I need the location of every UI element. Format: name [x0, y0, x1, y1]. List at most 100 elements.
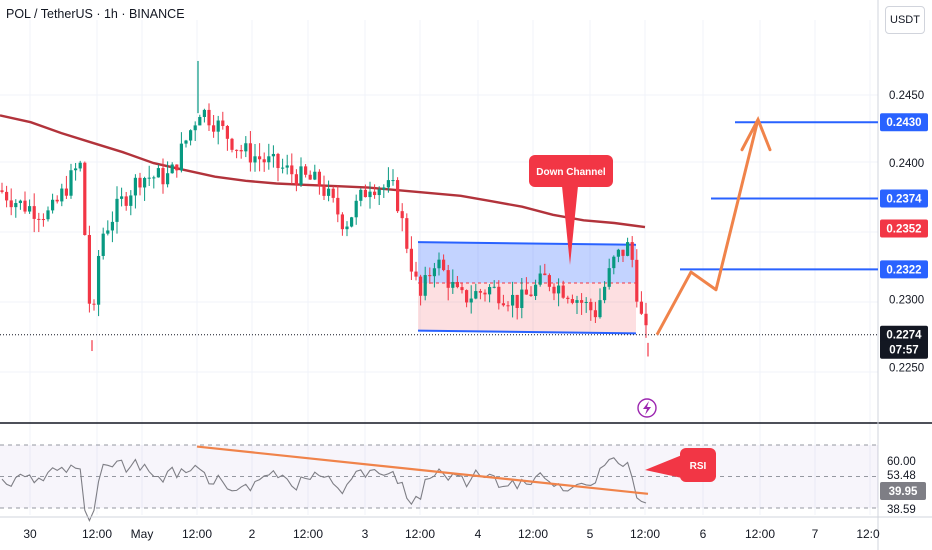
candle-body: [216, 120, 220, 132]
candle-body: [317, 171, 321, 186]
time-axis-label: 7: [812, 527, 819, 541]
projection-path: [655, 119, 760, 336]
candle-body: [64, 188, 68, 196]
time-axis[interactable]: 30 12:00 May 12:00 2 12:00 3 12:00 4 12:00 5 12:00 6…: [0, 516, 932, 541]
candle-body: [515, 294, 519, 308]
candle-body: [138, 177, 142, 188]
candle-body: [327, 188, 331, 196]
price-axis[interactable]: 0.2250 0.2300 0.2400 0.2450 0.2430 0.2374 0.23…: [880, 90, 928, 374]
candle-body: [437, 259, 441, 269]
price-tag-label: 0.2430: [886, 117, 921, 129]
candle-body: [483, 292, 487, 295]
rsi-value-tag: [880, 482, 926, 500]
lightning-icon: [637, 398, 657, 418]
time-axis-label: 12:00: [405, 527, 435, 541]
candle-body: [69, 170, 73, 196]
candle-body: [432, 268, 436, 277]
rsi-pane: RSI 60.00 53.48 39.95 38.59: [0, 444, 926, 522]
rsi-axis-label: 38.59: [887, 504, 916, 516]
price-tag: [880, 340, 928, 359]
candle-body: [267, 156, 271, 163]
price-tag-label: 0.2352: [886, 223, 921, 235]
candle-body: [32, 206, 36, 219]
projection-arrow: [637, 115, 772, 418]
time-axis-label: 3: [362, 527, 369, 541]
candle-body: [313, 171, 317, 180]
candle-body: [612, 256, 616, 269]
candle-body: [373, 191, 377, 196]
callout-box: [529, 155, 613, 187]
time-axis-label: 6: [700, 527, 707, 541]
price-tag: [880, 189, 928, 208]
candle-body: [529, 294, 533, 296]
candle-body: [635, 259, 639, 302]
candle-body: [598, 300, 602, 318]
time-axis-label: May: [131, 527, 154, 541]
candle-body: [225, 126, 229, 139]
candle-body: [212, 125, 216, 132]
candle-body: [520, 289, 524, 308]
candle-body: [322, 185, 326, 196]
moving-average-line: [0, 114, 646, 229]
candle-body: [488, 287, 492, 295]
price-tag-label: 0.2274: [886, 330, 922, 342]
candle-body: [639, 301, 643, 314]
candle-body: [396, 180, 400, 212]
symbol-title[interactable]: POL / TetherUS · 1h · BINANCE: [6, 7, 185, 21]
candle-body: [202, 109, 206, 117]
candle-body: [184, 140, 188, 144]
candle-body: [340, 214, 344, 230]
candle-body: [290, 165, 294, 175]
time-axis-label: 4: [475, 527, 482, 541]
callout-pointer: [562, 186, 578, 265]
candle-body: [189, 130, 193, 141]
time-axis-label: 12:00: [82, 527, 112, 541]
candle-body: [124, 196, 128, 206]
candle-body: [386, 180, 390, 188]
candle-body: [152, 177, 156, 179]
rsi-callout-pointer: [645, 455, 682, 478]
candle-body: [207, 109, 211, 126]
candle-body: [193, 125, 197, 131]
candle-body: [5, 191, 9, 201]
callout-label: Down Channel: [536, 167, 606, 178]
candle-body: [630, 242, 634, 260]
candle-body: [221, 120, 225, 127]
candle-body: [465, 290, 469, 303]
candle-body: [198, 116, 202, 126]
candle-body: [552, 286, 556, 294]
candle-body: [363, 189, 367, 198]
candle-body: [442, 259, 446, 271]
candle-body: [506, 305, 510, 307]
candle-body: [110, 221, 114, 231]
candle-body: [405, 218, 409, 249]
rsi-callout: RSI: [645, 448, 716, 482]
candle-body: [469, 298, 473, 303]
currency-badge[interactable]: USDT: [885, 6, 925, 34]
candle-body: [538, 273, 542, 285]
candle-body: [368, 191, 372, 198]
candle-body: [74, 168, 78, 171]
candle-body: [244, 143, 248, 152]
candle-body: [143, 177, 147, 188]
time-axis-label: 12:00: [518, 527, 548, 541]
candle-body: [133, 177, 137, 196]
candle-body: [235, 149, 239, 151]
candle-body: [354, 200, 358, 218]
candle-body: [230, 138, 234, 150]
rsi-axis-label: 60.00: [887, 456, 916, 468]
candle-body: [446, 270, 450, 288]
price-tag-label: 07:57: [889, 345, 918, 357]
price-tag-label: 0.2374: [886, 194, 922, 206]
candle-body: [97, 255, 101, 305]
candle-body: [584, 301, 588, 303]
candle-body: [460, 287, 464, 291]
candle-body: [60, 188, 64, 202]
candle-body: [170, 164, 174, 174]
price-axis-label: 0.2450: [889, 90, 924, 102]
candle-body: [23, 200, 27, 212]
price-tag: [880, 113, 928, 132]
time-axis-label: 12:00: [293, 527, 323, 541]
candle-body: [55, 199, 59, 202]
